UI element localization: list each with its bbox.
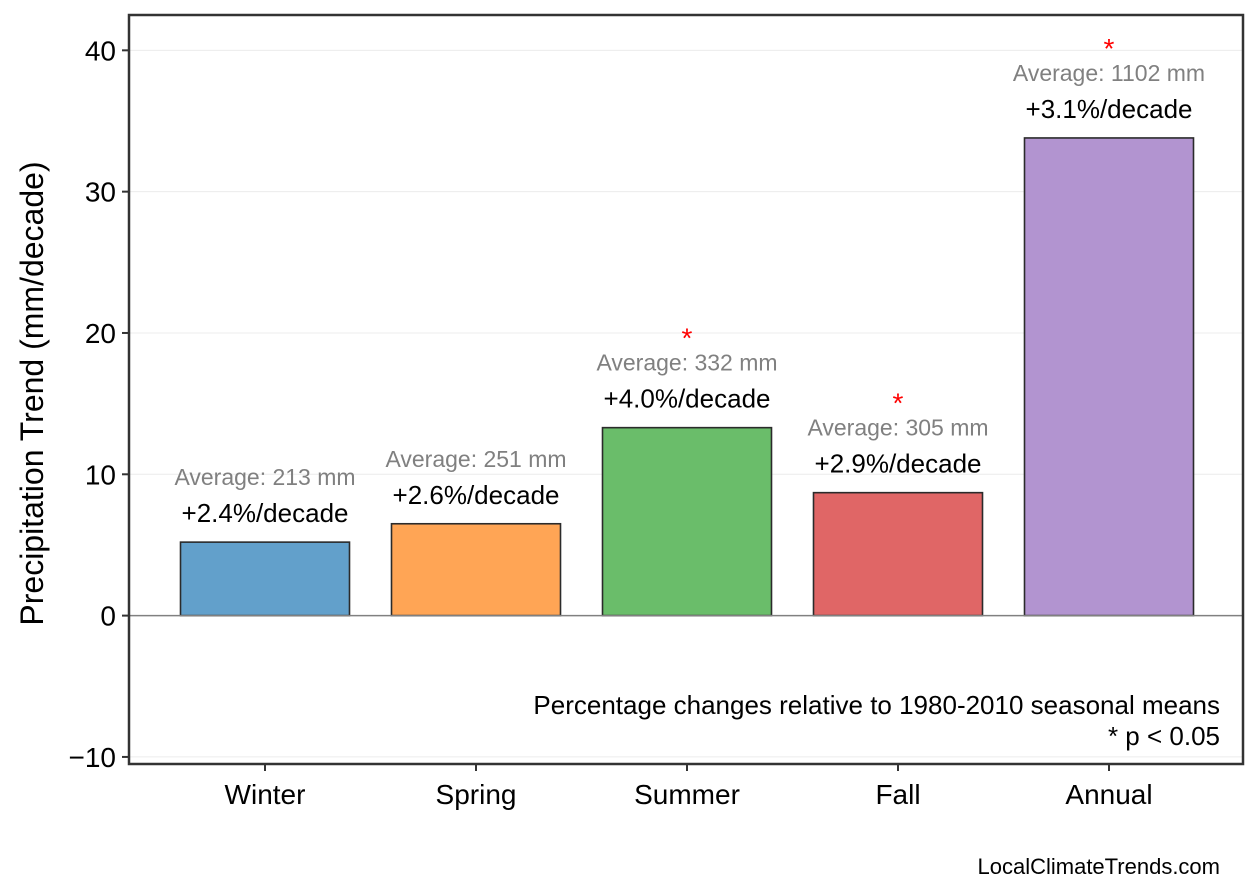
bar-winter — [179, 541, 351, 617]
y-tick-label: 0 — [100, 601, 116, 632]
percent-change-label: +2.9%/decade — [815, 449, 982, 479]
y-axis-label: Precipitation Trend (mm/decade) — [14, 161, 50, 625]
significance-marker: * — [1104, 33, 1115, 64]
bar-summer — [601, 426, 773, 617]
significance-marker: * — [893, 388, 904, 419]
percent-change-label: +2.6%/decade — [393, 480, 560, 510]
x-tick-label: Spring — [436, 779, 517, 810]
average-label: Average: 1102 mm — [1013, 60, 1205, 86]
average-label: Average: 332 mm — [596, 350, 777, 376]
note-percentage: Percentage changes relative to 1980-2010… — [533, 690, 1220, 720]
x-tick-label: Summer — [634, 779, 740, 810]
x-tick-label: Winter — [225, 779, 306, 810]
percent-change-label: +3.1%/decade — [1026, 94, 1193, 124]
bar-spring — [390, 522, 562, 617]
average-label: Average: 213 mm — [174, 464, 355, 490]
bars — [179, 137, 1195, 617]
percent-change-label: +4.0%/decade — [604, 384, 771, 414]
x-tick-label: Annual — [1065, 779, 1152, 810]
average-label: Average: 251 mm — [385, 446, 566, 472]
bar-fall — [812, 491, 984, 617]
percent-change-label: +2.4%/decade — [182, 498, 349, 528]
significance-marker: * — [682, 323, 693, 354]
y-tick-label: 20 — [85, 318, 116, 349]
y-tick-label: 30 — [85, 177, 116, 208]
y-tick-label: −10 — [69, 742, 117, 773]
y-axis: −10 0 10 20 30 40 — [69, 35, 129, 773]
y-tick-label: 40 — [85, 35, 116, 66]
average-label: Average: 305 mm — [807, 415, 988, 441]
bar-annotations: +2.4%/decade Average: 213 mm +2.6%/decade A… — [174, 33, 1205, 528]
source-credit: LocalClimateTrends.com — [978, 854, 1221, 879]
x-tick-label: Fall — [875, 779, 920, 810]
note-significance: * p < 0.05 — [1108, 721, 1220, 751]
y-tick-label: 10 — [85, 459, 116, 490]
x-axis: Winter Spring Summer Fall Annual — [225, 764, 1153, 810]
bar-annual — [1023, 137, 1195, 617]
